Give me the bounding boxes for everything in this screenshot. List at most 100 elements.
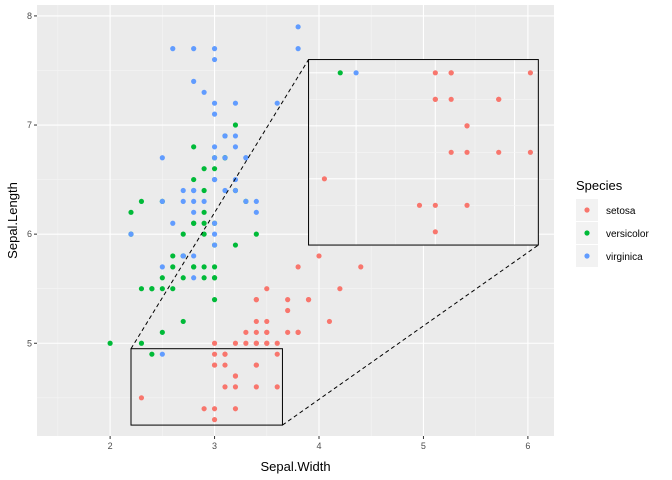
zoom-point-versicolor — [337, 70, 343, 76]
point-virginica — [232, 144, 239, 150]
point-virginica — [222, 155, 228, 161]
zoom-point-setosa — [432, 96, 438, 102]
y-tick-label: 7 — [27, 120, 32, 130]
point-versicolor — [138, 286, 145, 292]
point-setosa — [253, 340, 259, 346]
zoom-connector-bottom — [282, 244, 539, 426]
point-setosa — [316, 253, 322, 259]
point-versicolor — [211, 275, 218, 281]
zoom-point-virginica — [353, 70, 359, 76]
x-axis-title: Sepal.Width — [260, 459, 330, 474]
point-virginica — [211, 46, 218, 52]
point-versicolor — [201, 187, 207, 194]
zoom-point-setosa — [496, 149, 502, 155]
point-versicolor — [201, 166, 207, 172]
zoom-point-setosa — [448, 96, 454, 102]
point-virginica — [232, 187, 239, 194]
point-setosa — [253, 384, 259, 390]
legend-dot-versicolor — [584, 230, 590, 236]
point-setosa — [201, 406, 207, 412]
point-virginica — [253, 209, 259, 215]
legend-label-versicolor: versicolor — [606, 229, 649, 240]
point-virginica — [211, 56, 218, 63]
legend-title: Species — [576, 178, 623, 193]
zoom-source-frame — [130, 348, 283, 426]
x-axis: 2 3 4 5 6 — [108, 436, 530, 451]
zoom-point-setosa — [527, 149, 534, 155]
zoom-point-setosa — [416, 202, 423, 208]
point-versicolor — [138, 198, 145, 205]
zoom-point-setosa — [432, 229, 438, 235]
point-setosa — [211, 351, 218, 357]
zoom-point-setosa — [527, 70, 534, 76]
y-tick-label: 6 — [27, 229, 32, 239]
point-virginica — [295, 24, 301, 30]
point-virginica — [191, 253, 197, 259]
point-virginica — [211, 220, 218, 226]
point-versicolor — [107, 340, 113, 346]
point-versicolor — [159, 329, 165, 335]
point-setosa — [264, 340, 270, 346]
point-versicolor — [180, 275, 186, 281]
legend-label-virginica: virginica — [606, 252, 643, 263]
point-versicolor — [128, 209, 134, 215]
point-virginica — [243, 155, 249, 161]
zoom-point-setosa — [464, 202, 470, 208]
point-virginica — [191, 275, 197, 281]
point-virginica — [201, 89, 207, 95]
data-points — [107, 24, 364, 423]
y-axis: 5 6 7 8 — [27, 11, 37, 348]
point-virginica — [211, 176, 218, 183]
point-virginica — [211, 231, 218, 237]
point-versicolor — [201, 220, 207, 226]
point-versicolor — [180, 231, 186, 237]
point-virginica — [180, 253, 186, 259]
point-virginica — [232, 100, 239, 106]
point-virginica — [191, 209, 197, 215]
point-virginica — [159, 264, 165, 270]
point-virginica — [211, 100, 218, 106]
point-setosa — [232, 340, 239, 346]
point-setosa — [211, 406, 218, 412]
point-versicolor — [149, 351, 155, 357]
point-virginica — [159, 198, 165, 205]
point-virginica — [191, 46, 197, 52]
zoom-point-setosa — [464, 149, 470, 155]
zoom-frames — [130, 59, 539, 426]
point-versicolor — [201, 275, 207, 281]
zoom-target-frame — [308, 59, 539, 246]
legend: Species setosa versicolor virginica — [576, 178, 649, 267]
point-virginica — [191, 78, 197, 84]
point-versicolor — [180, 318, 186, 325]
point-virginica — [170, 46, 176, 52]
point-virginica — [295, 46, 301, 52]
point-setosa — [285, 329, 291, 335]
point-versicolor — [191, 220, 197, 226]
point-setosa — [264, 329, 270, 335]
zoom-point-setosa — [448, 149, 454, 155]
point-setosa — [285, 307, 291, 314]
point-setosa — [305, 297, 312, 303]
point-versicolor — [232, 122, 239, 128]
point-setosa — [243, 329, 249, 335]
zoom-inset — [308, 59, 539, 246]
point-virginica — [222, 133, 228, 139]
point-setosa — [253, 318, 259, 325]
point-virginica — [201, 198, 207, 205]
point-setosa — [138, 395, 145, 401]
legend-dot-setosa — [584, 207, 590, 213]
point-virginica — [243, 198, 249, 205]
point-setosa — [253, 362, 259, 368]
point-virginica — [191, 198, 197, 205]
point-virginica — [222, 187, 228, 194]
point-setosa — [232, 406, 239, 412]
point-setosa — [274, 351, 280, 357]
point-setosa — [274, 340, 280, 346]
y-tick-label: 5 — [27, 338, 32, 348]
point-versicolor — [201, 209, 207, 215]
point-virginica — [128, 231, 134, 237]
zoom-connector-top — [130, 59, 309, 349]
point-versicolor — [191, 144, 197, 150]
point-setosa — [222, 351, 228, 357]
